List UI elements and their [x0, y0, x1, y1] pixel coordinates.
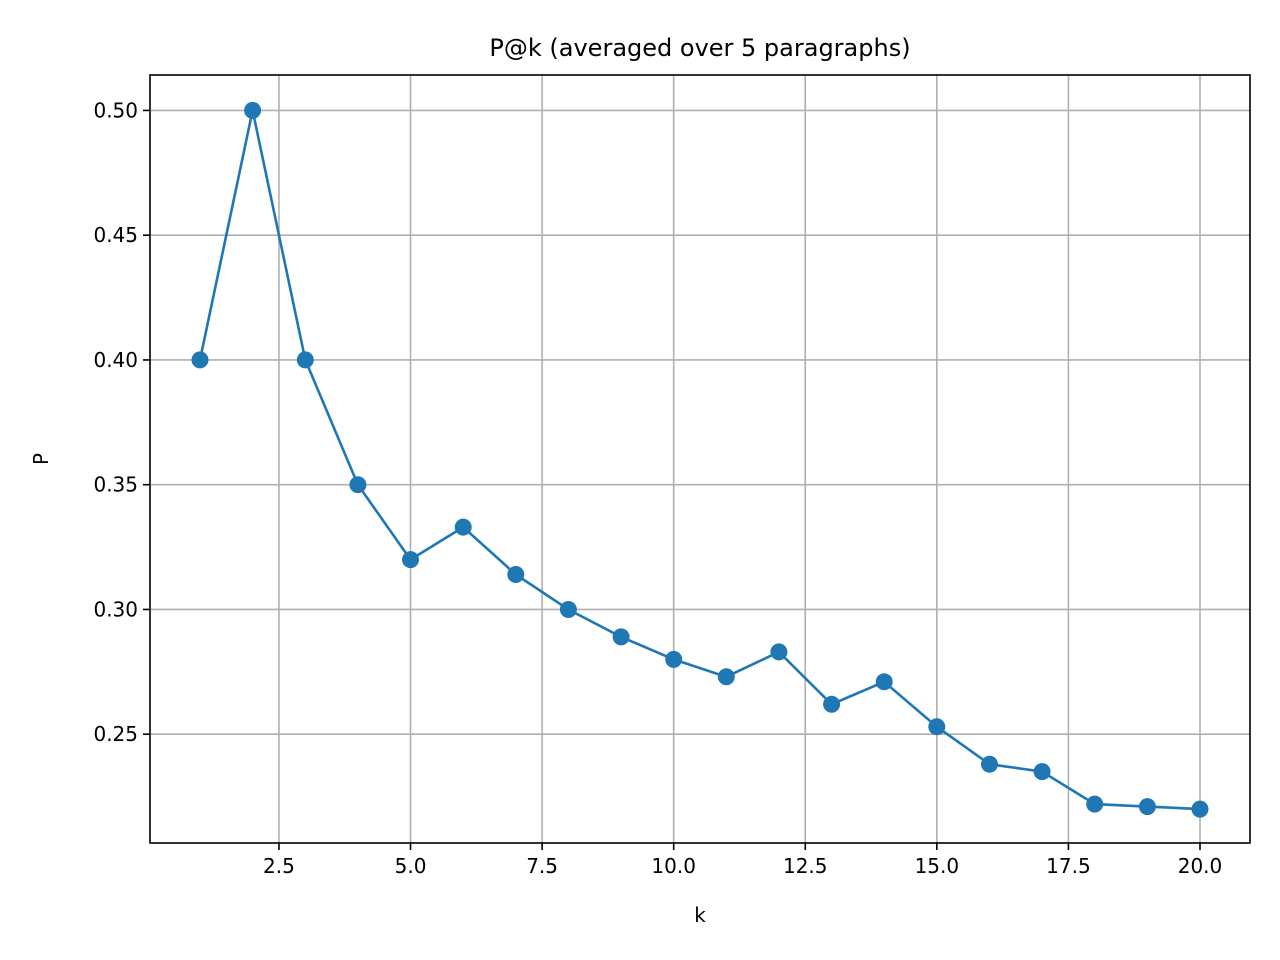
data-point — [507, 566, 525, 583]
data-point — [717, 668, 735, 686]
series-line — [198, 110, 1201, 811]
axis-ticks: 2.5 5.0 7.5 10.0 12.5 15.0 17.5 20.0 0.25 0.30 0.3… — [93, 98, 1222, 878]
data-point — [349, 476, 367, 494]
x-tick-label: 7.5 — [526, 854, 558, 878]
data-points — [191, 101, 1209, 818]
data-point — [1191, 800, 1209, 818]
data-point — [875, 673, 893, 691]
plot-frame — [149, 74, 1251, 844]
x-tick-label: 12.5 — [783, 854, 828, 878]
x-tick-label: 10.0 — [651, 854, 696, 878]
series-line-group — [198, 110, 1201, 811]
data-point — [770, 643, 788, 661]
y-tick-label: 0.35 — [93, 473, 138, 497]
data-point — [559, 601, 577, 618]
y-tick-label: 0.25 — [93, 722, 138, 746]
data-point — [981, 755, 998, 773]
y-tick-label: 0.30 — [93, 597, 138, 621]
data-point — [928, 718, 946, 736]
data-point — [1086, 795, 1104, 813]
data-point — [244, 101, 262, 119]
x-tick-label: 17.5 — [1046, 854, 1091, 878]
data-point — [612, 628, 630, 646]
data-point — [1033, 763, 1051, 781]
x-tick-label: 5.0 — [395, 854, 427, 878]
x-tick-label: 15.0 — [915, 854, 960, 878]
y-tick-label: 0.45 — [93, 223, 138, 247]
y-tick-label: 0.40 — [93, 348, 138, 372]
data-point — [823, 695, 841, 713]
data-point — [296, 351, 314, 369]
y-tick-label: 0.50 — [93, 98, 138, 122]
y-axis-label: P — [29, 453, 53, 465]
data-point — [402, 551, 419, 569]
x-tick-label: 20.0 — [1178, 854, 1223, 878]
grid — [150, 75, 1250, 843]
chart-title: P@k (averaged over 5 paragraphs) — [489, 34, 910, 62]
data-point — [1138, 798, 1156, 816]
x-axis-label: k — [694, 903, 706, 927]
data-point — [665, 650, 683, 668]
data-point — [454, 518, 472, 536]
x-tick-label: 2.5 — [263, 854, 295, 878]
data-point — [191, 351, 209, 369]
